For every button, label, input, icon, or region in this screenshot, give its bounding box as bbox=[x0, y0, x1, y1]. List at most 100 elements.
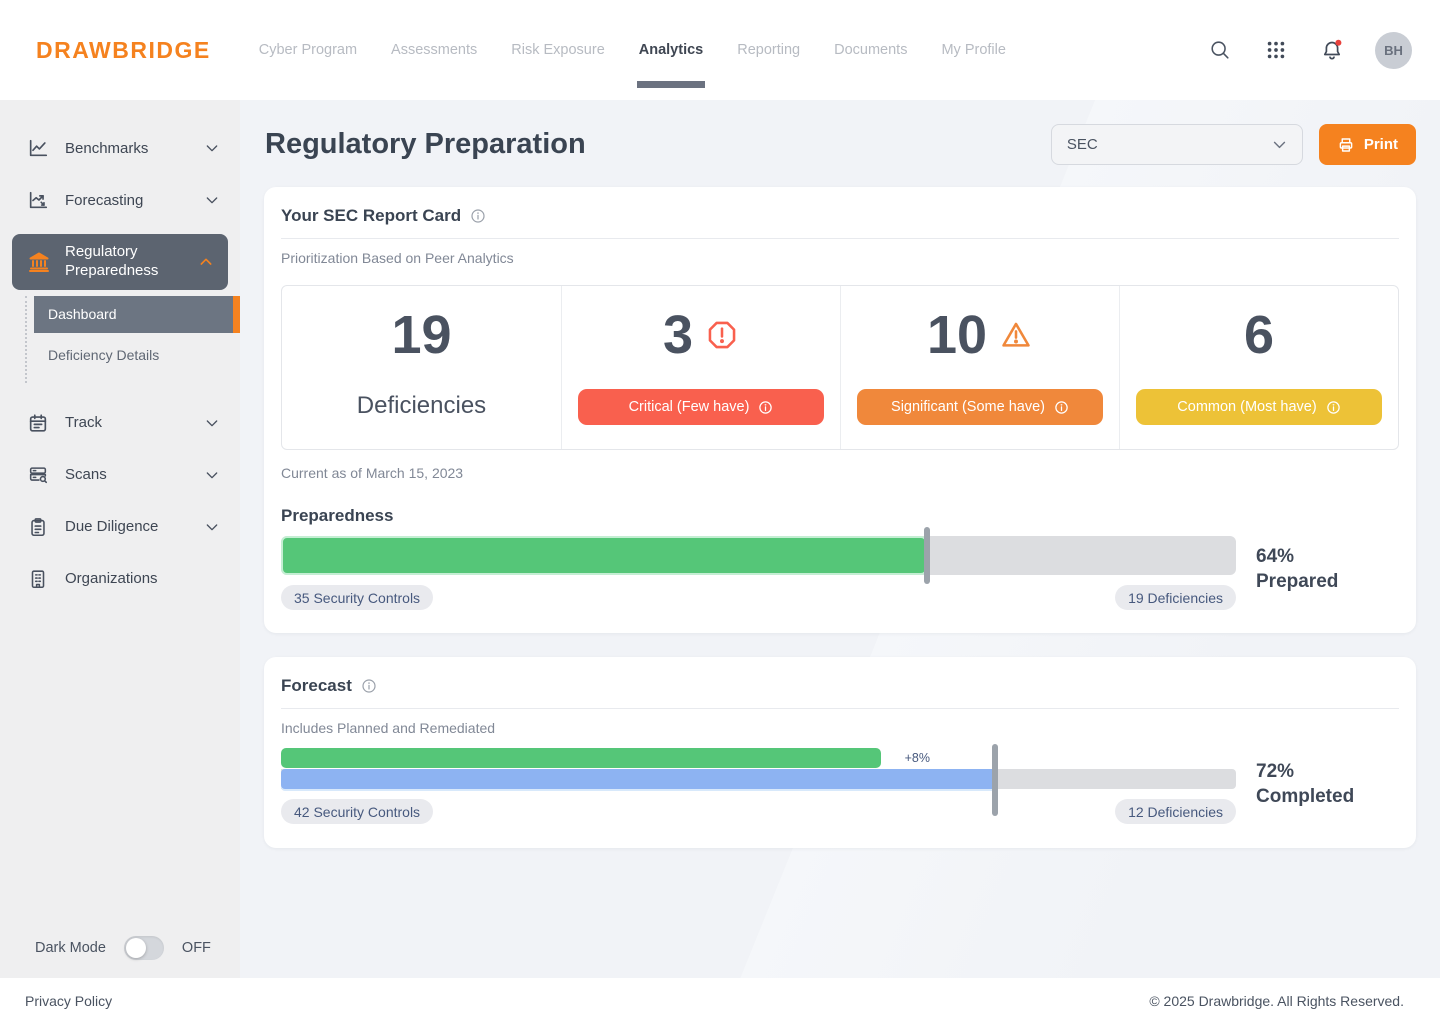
regulator-select-value: SEC bbox=[1066, 136, 1098, 153]
info-icon[interactable] bbox=[361, 678, 377, 694]
sidebar-item-label: Scans bbox=[65, 466, 107, 483]
landmark-icon bbox=[27, 250, 51, 274]
brand-logo: DRAWBRIDGE bbox=[36, 36, 211, 63]
clipboard-icon bbox=[27, 516, 49, 538]
deficiencies-pill[interactable]: 12 Deficiencies bbox=[1115, 799, 1236, 824]
chevron-down-icon bbox=[204, 140, 220, 156]
chevron-up-icon bbox=[198, 254, 214, 270]
report-card-title: Your SEC Report Card bbox=[281, 206, 462, 225]
stat-critical: 3 Critical (Few have) bbox=[561, 286, 840, 449]
chevron-down-icon bbox=[204, 467, 220, 483]
privacy-policy-link[interactable]: Privacy Policy bbox=[25, 993, 113, 1009]
nav-my-profile[interactable]: My Profile bbox=[941, 42, 1006, 58]
copyright-text: © 2025 Drawbridge. All Rights Reserved. bbox=[1149, 993, 1404, 1009]
regulator-select[interactable]: SEC bbox=[1050, 124, 1303, 165]
footer: Privacy Policy © 2025 Drawbridge. All Ri… bbox=[0, 978, 1440, 1024]
sidebar-item-regulatory-preparedness[interactable]: Regulatory Preparedness bbox=[12, 234, 228, 290]
calendar-icon bbox=[27, 412, 49, 434]
nav-cyber-program[interactable]: Cyber Program bbox=[258, 42, 358, 58]
main-content: Regulatory Preparation SEC Print bbox=[240, 100, 1440, 978]
sidebar-subitem-label: Deficiency Details bbox=[48, 346, 160, 363]
nav-risk-exposure[interactable]: Risk Exposure bbox=[511, 42, 605, 58]
stat-value: 6 bbox=[1243, 305, 1275, 365]
forecast-header: Forecast bbox=[281, 657, 1399, 709]
page-title: Regulatory Preparation bbox=[265, 128, 586, 160]
sidebar-item-label: Regulatory Preparedness bbox=[65, 243, 159, 279]
scan-search-icon bbox=[27, 464, 49, 486]
dark-mode-label: Dark Mode bbox=[35, 940, 106, 956]
nav-assessments[interactable]: Assessments bbox=[391, 42, 478, 58]
security-controls-pill[interactable]: 42 Security Controls bbox=[281, 799, 434, 824]
sidebar-item-label: Track bbox=[65, 414, 102, 431]
sidebar-subitem-dashboard[interactable]: Dashboard bbox=[34, 295, 240, 333]
forecast-current-bar bbox=[281, 748, 881, 768]
search-icon[interactable] bbox=[1207, 37, 1233, 63]
sidebar-subitem-deficiency-details[interactable]: Deficiency Details bbox=[27, 333, 240, 377]
sec-report-card: Your SEC Report Card Prioritization Base… bbox=[264, 187, 1416, 633]
toggle-knob bbox=[125, 938, 146, 958]
deficiency-stats: 19 Deficiencies 3 Critical (Few have) bbox=[281, 285, 1399, 450]
info-icon bbox=[1326, 400, 1341, 415]
stat-label: Deficiencies bbox=[356, 392, 487, 419]
as-of-date: Current as of March 15, 2023 bbox=[281, 465, 464, 481]
nav-reporting[interactable]: Reporting bbox=[737, 42, 801, 58]
trend-chart-icon bbox=[27, 189, 49, 211]
preparedness-meter: 35 Security Controls 19 Deficiencies 64%… bbox=[281, 527, 1399, 633]
chevron-down-icon bbox=[1271, 136, 1288, 153]
print-button-label: Print bbox=[1363, 136, 1398, 153]
sidebar: Benchmarks Forecasting Regulatory Prepar… bbox=[0, 100, 240, 978]
preparedness-heading: Preparedness bbox=[281, 506, 394, 525]
preparedness-marker-handle[interactable] bbox=[923, 527, 930, 584]
apps-grid-icon[interactable] bbox=[1263, 37, 1289, 63]
critical-badge[interactable]: Critical (Few have) bbox=[578, 389, 824, 425]
forecast-projected-bar bbox=[281, 769, 996, 789]
sidebar-item-track[interactable]: Track bbox=[0, 397, 240, 449]
avatar[interactable]: BH bbox=[1375, 31, 1412, 69]
forecast-percent: 72% bbox=[1256, 761, 1295, 782]
significant-badge[interactable]: Significant (Some have) bbox=[857, 389, 1103, 425]
preparedness-caption: Prepared bbox=[1256, 570, 1339, 592]
line-chart-icon bbox=[27, 137, 49, 159]
preparedness-percent: 64% bbox=[1256, 546, 1295, 567]
stat-significant: 10 Significant (Some have) bbox=[840, 286, 1119, 449]
nav-documents[interactable]: Documents bbox=[834, 42, 908, 58]
stat-value: 10 bbox=[926, 305, 988, 365]
sidebar-item-benchmarks[interactable]: Benchmarks bbox=[0, 122, 240, 174]
sidebar-item-forecasting[interactable]: Forecasting bbox=[0, 174, 240, 226]
dark-mode-row: Dark Mode OFF bbox=[0, 918, 240, 978]
sidebar-item-scans[interactable]: Scans bbox=[0, 449, 240, 501]
app-shell: Benchmarks Forecasting Regulatory Prepar… bbox=[0, 100, 1440, 978]
page-header: Regulatory Preparation SEC Print bbox=[264, 100, 1416, 187]
forecast-percent-block: 72% Completed bbox=[1236, 736, 1399, 809]
forecast-delta-label: +8% bbox=[904, 751, 930, 765]
badge-label: Significant (Some have) bbox=[891, 399, 1045, 415]
stat-common: 6 Common (Most have) bbox=[1119, 286, 1398, 449]
preparedness-progress-fill bbox=[281, 536, 927, 575]
sidebar-item-organizations[interactable]: Organizations bbox=[0, 553, 240, 605]
notifications-bell-icon[interactable] bbox=[1319, 37, 1345, 63]
info-icon[interactable] bbox=[470, 208, 486, 224]
alert-octagon-icon bbox=[705, 318, 739, 352]
print-button[interactable]: Print bbox=[1318, 124, 1416, 165]
warning-triangle-icon bbox=[999, 318, 1033, 352]
sidebar-item-due-diligence[interactable]: Due Diligence bbox=[0, 501, 240, 553]
deficiencies-pill[interactable]: 19 Deficiencies bbox=[1115, 585, 1236, 610]
nav-analytics[interactable]: Analytics bbox=[636, 12, 706, 88]
forecast-marker-handle[interactable] bbox=[992, 744, 999, 816]
dark-mode-toggle[interactable] bbox=[123, 936, 164, 960]
preparedness-progress-track bbox=[281, 527, 1236, 584]
top-bar-actions: BH bbox=[1207, 31, 1412, 69]
printer-icon bbox=[1337, 136, 1355, 154]
chevron-down-icon bbox=[204, 415, 220, 431]
security-controls-pill[interactable]: 35 Security Controls bbox=[281, 585, 434, 610]
regulatory-preparedness-submenu: Dashboard Deficiency Details bbox=[25, 295, 240, 383]
report-card-subtitle: Prioritization Based on Peer Analytics bbox=[281, 250, 514, 266]
dark-mode-state: OFF bbox=[181, 940, 211, 956]
forecast-subtitle: Includes Planned and Remediated bbox=[281, 720, 496, 736]
report-card-header: Your SEC Report Card bbox=[281, 187, 1399, 239]
badge-label: Critical (Few have) bbox=[628, 399, 750, 415]
common-badge[interactable]: Common (Most have) bbox=[1136, 389, 1382, 425]
sidebar-subitem-label: Dashboard bbox=[48, 306, 117, 322]
stat-value: 3 bbox=[662, 305, 694, 365]
badge-label: Common (Most have) bbox=[1177, 399, 1317, 415]
